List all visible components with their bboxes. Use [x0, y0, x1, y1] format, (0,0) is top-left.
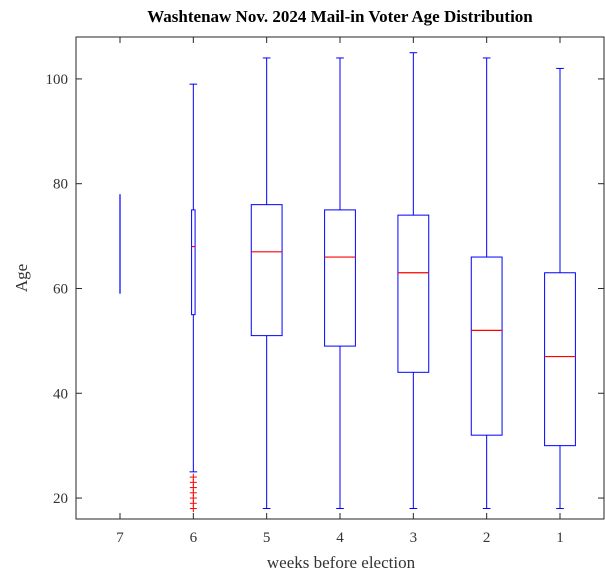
x-tick-label: 5: [263, 530, 271, 546]
x-tick-label: 1: [556, 530, 564, 546]
box-group-week-5: [250, 57, 283, 510]
box-iqr: [324, 209, 356, 347]
y-tick-label: 40: [53, 386, 68, 402]
x-tick-label: 3: [410, 530, 418, 546]
box-iqr: [470, 256, 503, 436]
y-tick-label: 100: [46, 72, 69, 88]
box-iqr: [250, 204, 283, 337]
box-iqr: [544, 272, 576, 447]
box-group-week-2: [470, 57, 503, 510]
box-group-week-4: [324, 57, 356, 510]
x-tick-label: 7: [116, 530, 124, 546]
y-tick-label: 80: [53, 177, 68, 193]
box-group-week-3: [397, 52, 430, 510]
x-axis-label: weeks before election: [267, 553, 416, 572]
box-iqr: [397, 214, 430, 373]
axes: 20 40 60 80 100 7 6 5 4 3 2 1: [46, 37, 604, 546]
y-tick-label: 60: [53, 281, 68, 297]
y-axis-label: Age: [12, 264, 31, 292]
y-tick-label: 20: [53, 491, 68, 507]
outlier-marker: [189, 473, 197, 481]
box-group-week-6: [189, 83, 198, 513]
x-tick-label: 2: [483, 530, 491, 546]
box-group-week-1: [544, 67, 576, 510]
x-tick-label: 4: [336, 530, 344, 546]
plot-marks: [119, 52, 576, 513]
x-tick-label: 6: [190, 530, 198, 546]
box-iqr: [191, 209, 196, 316]
chart-title: Washtenaw Nov. 2024 Mail-in Voter Age Di…: [147, 7, 533, 26]
